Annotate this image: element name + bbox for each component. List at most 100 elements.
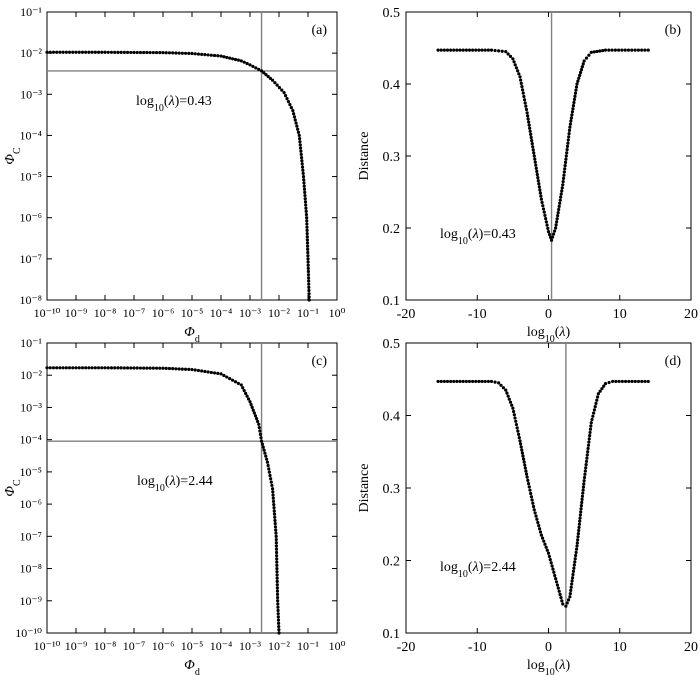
data-point xyxy=(581,488,585,492)
data-point xyxy=(306,250,310,255)
data-point xyxy=(526,117,530,121)
data-point xyxy=(566,598,571,602)
data-point xyxy=(561,176,566,180)
data-point xyxy=(288,103,292,107)
data-point xyxy=(578,513,582,517)
data-point xyxy=(449,379,453,384)
data-point xyxy=(565,151,569,155)
plot-frame xyxy=(405,11,692,301)
data-point xyxy=(555,583,560,587)
data-point xyxy=(280,88,284,92)
data-point xyxy=(230,57,235,61)
data-point xyxy=(233,57,238,62)
data-point xyxy=(273,515,277,519)
data-point xyxy=(302,184,306,188)
panel-label: (d) xyxy=(665,354,682,369)
data-point xyxy=(259,439,264,443)
data-point xyxy=(307,298,311,302)
data-point xyxy=(274,534,278,538)
x-tick-label: 10⁻⁵ xyxy=(181,306,204,320)
data-point xyxy=(568,595,572,599)
data-point xyxy=(245,61,249,66)
data-point xyxy=(266,463,270,468)
data-point xyxy=(203,369,207,374)
y-tick-label: 10⁻⁵ xyxy=(19,170,42,184)
data-point xyxy=(452,379,456,384)
data-point xyxy=(277,631,281,635)
data-point xyxy=(242,388,246,393)
x-tick-label: 10⁻¹ xyxy=(297,639,319,653)
data-point xyxy=(529,132,533,136)
data-point xyxy=(636,48,640,52)
data-point xyxy=(93,366,97,370)
data-point xyxy=(607,48,611,52)
data-point xyxy=(510,403,514,407)
data-point xyxy=(216,54,220,58)
data-point xyxy=(305,235,309,239)
data-point xyxy=(305,231,309,236)
data-point xyxy=(486,379,490,384)
data-point xyxy=(500,49,504,53)
data-point xyxy=(538,188,542,192)
data-point xyxy=(511,57,515,61)
data-point xyxy=(471,48,475,52)
data-point xyxy=(275,586,279,590)
data-point xyxy=(305,241,310,245)
data-point xyxy=(584,56,589,60)
x-axis-label: Φd xyxy=(184,325,200,345)
data-point xyxy=(584,463,588,467)
data-point xyxy=(272,503,276,507)
data-point xyxy=(301,168,305,172)
data-point xyxy=(493,48,497,53)
data-point xyxy=(305,228,309,232)
data-point xyxy=(258,429,262,433)
data-point xyxy=(273,525,278,529)
data-point xyxy=(304,206,308,210)
data-point xyxy=(531,501,535,505)
data-point xyxy=(467,379,472,384)
data-point xyxy=(497,49,501,53)
data-point xyxy=(193,368,197,372)
data-point xyxy=(164,366,168,370)
data-point xyxy=(299,152,303,157)
data-point xyxy=(570,576,575,580)
data-point xyxy=(536,176,540,180)
data-point xyxy=(158,51,162,55)
data-point xyxy=(262,448,266,452)
data-point xyxy=(228,56,232,60)
data-point xyxy=(577,76,581,80)
data-point xyxy=(555,217,559,221)
data-point xyxy=(588,427,593,431)
data-point xyxy=(579,68,584,72)
data-point xyxy=(529,495,534,499)
data-point xyxy=(520,448,524,452)
data-point xyxy=(258,432,263,436)
data-point xyxy=(193,52,197,56)
data-point xyxy=(464,48,468,52)
data-point xyxy=(200,369,204,373)
data-point xyxy=(138,50,143,55)
data-point xyxy=(573,560,577,564)
data-point xyxy=(100,50,104,54)
data-point xyxy=(257,426,261,430)
y-tick-label: 0.2 xyxy=(383,555,401,570)
data-point xyxy=(542,210,546,214)
data-point xyxy=(187,51,191,56)
data-point xyxy=(512,60,516,64)
data-point xyxy=(533,157,537,161)
y-tick-label: 10⁻⁶ xyxy=(19,211,42,225)
data-point xyxy=(275,576,279,580)
data-point xyxy=(45,50,49,54)
data-point xyxy=(145,50,149,55)
data-point xyxy=(541,207,546,211)
data-point xyxy=(174,367,178,371)
data-point xyxy=(299,155,304,160)
data-point xyxy=(103,50,107,54)
data-point xyxy=(537,182,541,186)
data-point xyxy=(514,419,518,423)
data-point xyxy=(587,53,591,57)
data-point xyxy=(516,429,520,433)
lambda-annotation: log10(λ)=2.44 xyxy=(440,560,516,580)
data-point xyxy=(275,554,279,558)
data-point xyxy=(302,178,306,182)
